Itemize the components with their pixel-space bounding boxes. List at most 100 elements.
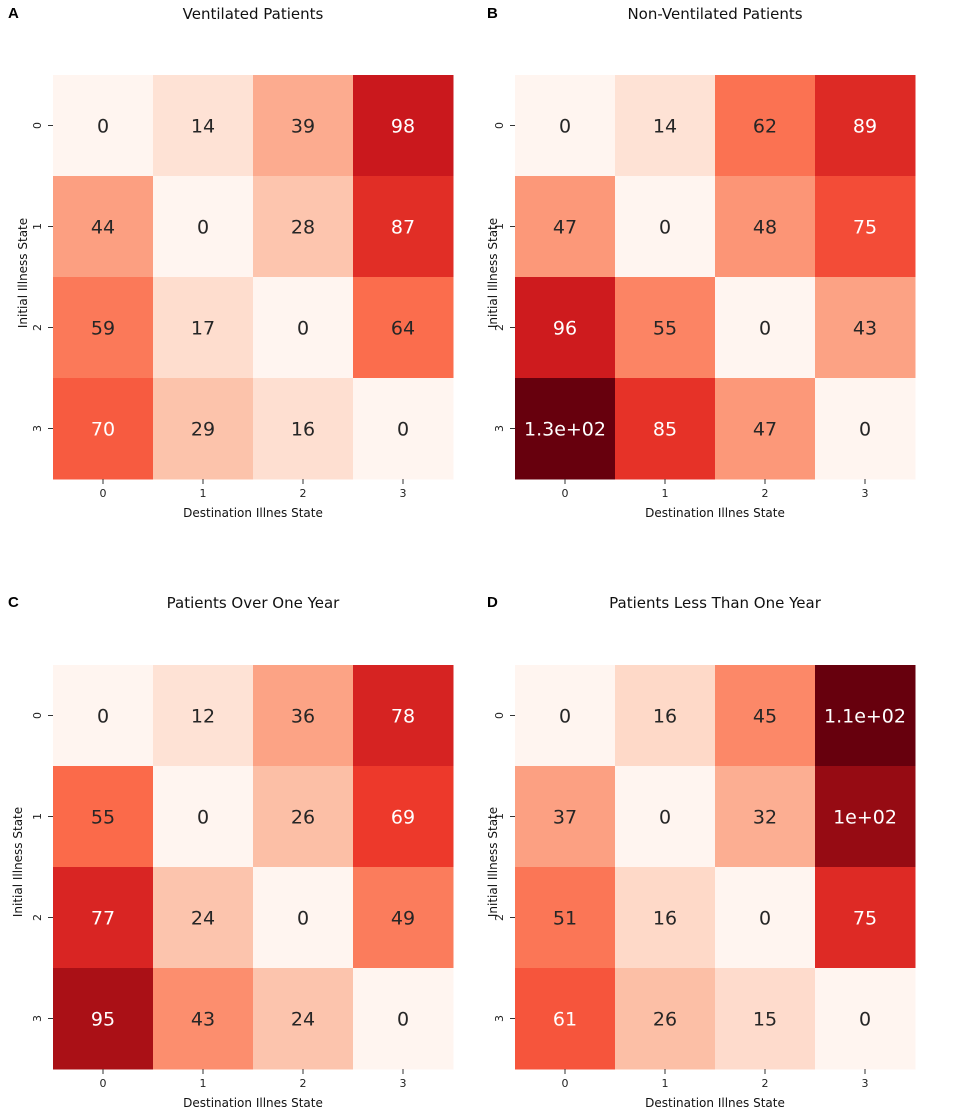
x-tick-label-2: 2 (762, 487, 769, 500)
panel-letter: B (487, 5, 498, 22)
cell-value-label-r1-c1: 0 (659, 217, 671, 239)
cell-value-label-r0-c3: 98 (391, 116, 415, 138)
heatmap-cell-r3-c2 (253, 968, 354, 1070)
cell-value-label-r2-c3: 49 (391, 908, 415, 930)
heatmap-cell-r1-c0 (53, 176, 154, 278)
cell-value-label-r2-c3: 43 (853, 318, 877, 340)
cell-value-label-r1-c0: 37 (553, 807, 577, 829)
heatmap-cell-r2-c3 (815, 867, 916, 969)
cell-value-label-r0-c0: 0 (97, 706, 109, 728)
heatmap-cell-r2-c2 (253, 277, 354, 379)
cell-value-label-r2-c2: 0 (759, 318, 771, 340)
cell-value-label-r3-c1: 26 (653, 1009, 677, 1031)
heatmap-cell-r2-c0 (53, 277, 154, 379)
cell-value-label-r0-c0: 0 (559, 706, 571, 728)
heatmap-cell-r0-c2 (253, 75, 354, 177)
heatmap-cell-r1-c1 (153, 176, 254, 278)
cell-value-label-r0-c0: 0 (97, 116, 109, 138)
cell-value-label-r1-c0: 55 (91, 807, 115, 829)
cell-value-label-r3-c0: 70 (91, 419, 115, 441)
y-tick-label-0: 0 (31, 712, 44, 719)
heatmap-svg: 0 14 39 98 44 0 28 87 59 17 0 64 70 29 16 0 0 1 2 3 0 1 2 3 (31, 75, 454, 500)
cell-value-label-r3-c1: 85 (653, 419, 677, 441)
y-axis-label: Initial Illness State (486, 806, 500, 918)
cell-value-label-r1-c3: 1e+02 (833, 807, 897, 829)
y-tick-label-2: 2 (493, 914, 506, 921)
y-tick-label-2: 2 (31, 324, 44, 331)
heatmap-cell-r3-c0 (53, 968, 154, 1070)
y-tick-label-3: 3 (493, 425, 506, 432)
cell-value-label-r3-c0: 1.3e+02 (524, 419, 606, 441)
heatmap-cell-r2-c2 (715, 867, 816, 969)
heatmap-cell-r2-c3 (815, 277, 916, 379)
cell-value-label-r1-c2: 26 (291, 807, 315, 829)
cell-value-label-r0-c2: 39 (291, 116, 315, 138)
cell-value-label-r1-c1: 0 (659, 807, 671, 829)
heatmap-cell-r1-c0 (53, 766, 154, 868)
cell-value-label-r1-c0: 47 (553, 217, 577, 239)
cell-value-label-r2-c3: 75 (853, 908, 877, 930)
heatmap-cell-r2-c2 (253, 867, 354, 969)
y-axis-label: Initial Illness State (16, 217, 30, 329)
heatmap-cell-r2-c3 (353, 867, 454, 969)
heatmap-cell-r0-c2 (715, 665, 816, 767)
heatmap-cell-r3-c3 (815, 378, 916, 480)
cell-value-label-r3-c2: 47 (753, 419, 777, 441)
y-axis-label: Initial Illness State (11, 806, 25, 918)
x-tick-label-1: 1 (200, 487, 207, 500)
y-tick-label-1: 1 (31, 223, 44, 230)
cell-value-label-r2-c0: 77 (91, 908, 115, 930)
heatmap-cell-r1-c1 (153, 766, 254, 868)
cell-value-label-r3-c0: 95 (91, 1009, 115, 1031)
heatmap-cell-r3-c0 (515, 968, 616, 1070)
heatmap-cell-r3-c2 (715, 378, 816, 480)
heatmap-cell-r1-c3 (815, 766, 916, 868)
heatmap-cell-r1-c1 (615, 176, 716, 278)
panel-letter: D (487, 594, 498, 611)
heatmap-cell-r1-c2 (715, 176, 816, 278)
heatmap-cell-r0-c1 (615, 75, 716, 177)
heatmap-cell-r0-c2 (253, 665, 354, 767)
cell-value-label-r2-c1: 24 (191, 908, 215, 930)
cell-value-label-r3-c2: 15 (753, 1009, 777, 1031)
heatmap-cell-r2-c1 (615, 867, 716, 969)
x-tick-label-0: 0 (562, 487, 569, 500)
cell-value-label-r1-c1: 0 (197, 217, 209, 239)
x-tick-label-0: 0 (562, 1077, 569, 1090)
y-tick-label-0: 0 (493, 122, 506, 129)
cell-value-label-r2-c1: 16 (653, 908, 677, 930)
cell-value-label-r2-c2: 0 (297, 318, 309, 340)
cell-value-label-r3-c2: 16 (291, 419, 315, 441)
y-tick-label-3: 3 (31, 1015, 44, 1022)
cell-value-label-r1-c3: 87 (391, 217, 415, 239)
cell-value-label-r2-c2: 0 (759, 908, 771, 930)
cell-value-label-r0-c3: 1.1e+02 (824, 706, 906, 728)
heatmap-cell-r1-c2 (715, 766, 816, 868)
x-tick-label-1: 1 (662, 1077, 669, 1090)
cell-value-label-r0-c3: 89 (853, 116, 877, 138)
y-tick-label-0: 0 (31, 122, 44, 129)
chart-title: Patients Over One Year (166, 594, 340, 612)
panel-letter: A (8, 5, 19, 22)
heatmap-cell-r1-c3 (353, 176, 454, 278)
x-tick-label-0: 0 (100, 1077, 107, 1090)
cell-value-label-r0-c1: 12 (191, 706, 215, 728)
heatmap-cell-r1-c1 (615, 766, 716, 868)
heatmap-svg: 0 14 62 89 47 0 48 75 96 55 0 43 1.3e+02 85 47 0 0 1 2 3 0 1 2… (493, 75, 916, 500)
panel-letter: C (8, 594, 19, 611)
heatmap-panel-b: B Non-Ventilated Patients 0 14 62 89 47 0 48 75… (479, 0, 957, 558)
x-tick-label-2: 2 (762, 1077, 769, 1090)
cell-value-label-r3-c1: 43 (191, 1009, 215, 1031)
x-tick-label-2: 2 (300, 1077, 307, 1090)
cell-value-label-r3-c0: 61 (553, 1009, 577, 1031)
cell-value-label-r2-c0: 96 (553, 318, 577, 340)
heatmap-cell-r1-c3 (353, 766, 454, 868)
heatmap-panel-a: A Ventilated Patients 0 14 39 98 44 0 28 87 59 17… (0, 0, 478, 558)
heatmap-cell-r3-c0 (515, 378, 616, 480)
heatmap-cell-r2-c2 (715, 277, 816, 379)
cell-value-label-r0-c2: 36 (291, 706, 315, 728)
cell-value-label-r0-c1: 16 (653, 706, 677, 728)
cell-value-label-r3-c2: 24 (291, 1009, 315, 1031)
cell-value-label-r0-c1: 14 (191, 116, 215, 138)
